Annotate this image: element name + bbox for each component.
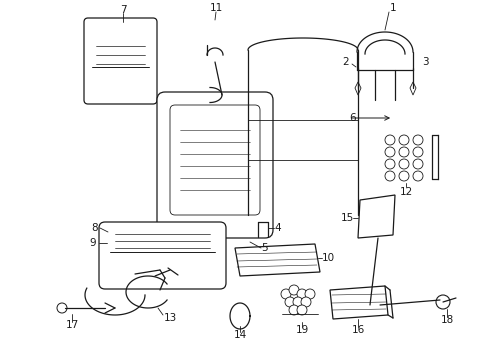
FancyBboxPatch shape [84, 18, 157, 104]
Polygon shape [409, 82, 415, 95]
Circle shape [384, 171, 394, 181]
Circle shape [301, 297, 310, 307]
Circle shape [398, 159, 408, 169]
Text: 9: 9 [89, 238, 96, 248]
Circle shape [384, 159, 394, 169]
Circle shape [438, 297, 444, 303]
FancyBboxPatch shape [170, 105, 260, 215]
Circle shape [384, 135, 394, 145]
Polygon shape [329, 286, 387, 319]
Text: 2: 2 [342, 57, 348, 67]
Text: 4: 4 [274, 223, 281, 233]
Text: 1: 1 [389, 3, 395, 13]
Circle shape [285, 297, 294, 307]
Text: 5: 5 [261, 243, 268, 253]
Text: 17: 17 [65, 320, 79, 330]
Circle shape [296, 305, 306, 315]
Circle shape [292, 297, 303, 307]
Text: 13: 13 [163, 313, 176, 323]
Text: 10: 10 [321, 253, 334, 263]
Circle shape [288, 285, 298, 295]
Circle shape [281, 289, 290, 299]
Circle shape [412, 135, 422, 145]
Circle shape [305, 289, 314, 299]
Text: 3: 3 [421, 57, 427, 67]
Circle shape [384, 147, 394, 157]
Polygon shape [235, 244, 319, 276]
FancyBboxPatch shape [157, 92, 272, 238]
Text: 15: 15 [340, 213, 353, 223]
Text: 16: 16 [351, 325, 364, 335]
Text: 14: 14 [233, 330, 246, 340]
FancyBboxPatch shape [99, 222, 225, 289]
Text: 11: 11 [209, 3, 222, 13]
Polygon shape [354, 82, 360, 95]
Circle shape [57, 303, 67, 313]
Circle shape [288, 305, 298, 315]
Circle shape [365, 303, 373, 311]
Circle shape [398, 147, 408, 157]
Text: 6: 6 [349, 113, 356, 123]
Circle shape [296, 289, 306, 299]
Text: 7: 7 [120, 5, 126, 15]
Circle shape [398, 171, 408, 181]
Polygon shape [357, 195, 394, 238]
Text: 12: 12 [399, 187, 412, 197]
Text: 19: 19 [295, 325, 308, 335]
Circle shape [412, 171, 422, 181]
Text: 8: 8 [92, 223, 98, 233]
Circle shape [412, 147, 422, 157]
Circle shape [412, 159, 422, 169]
Circle shape [435, 295, 449, 309]
Circle shape [398, 135, 408, 145]
Text: 18: 18 [440, 315, 453, 325]
